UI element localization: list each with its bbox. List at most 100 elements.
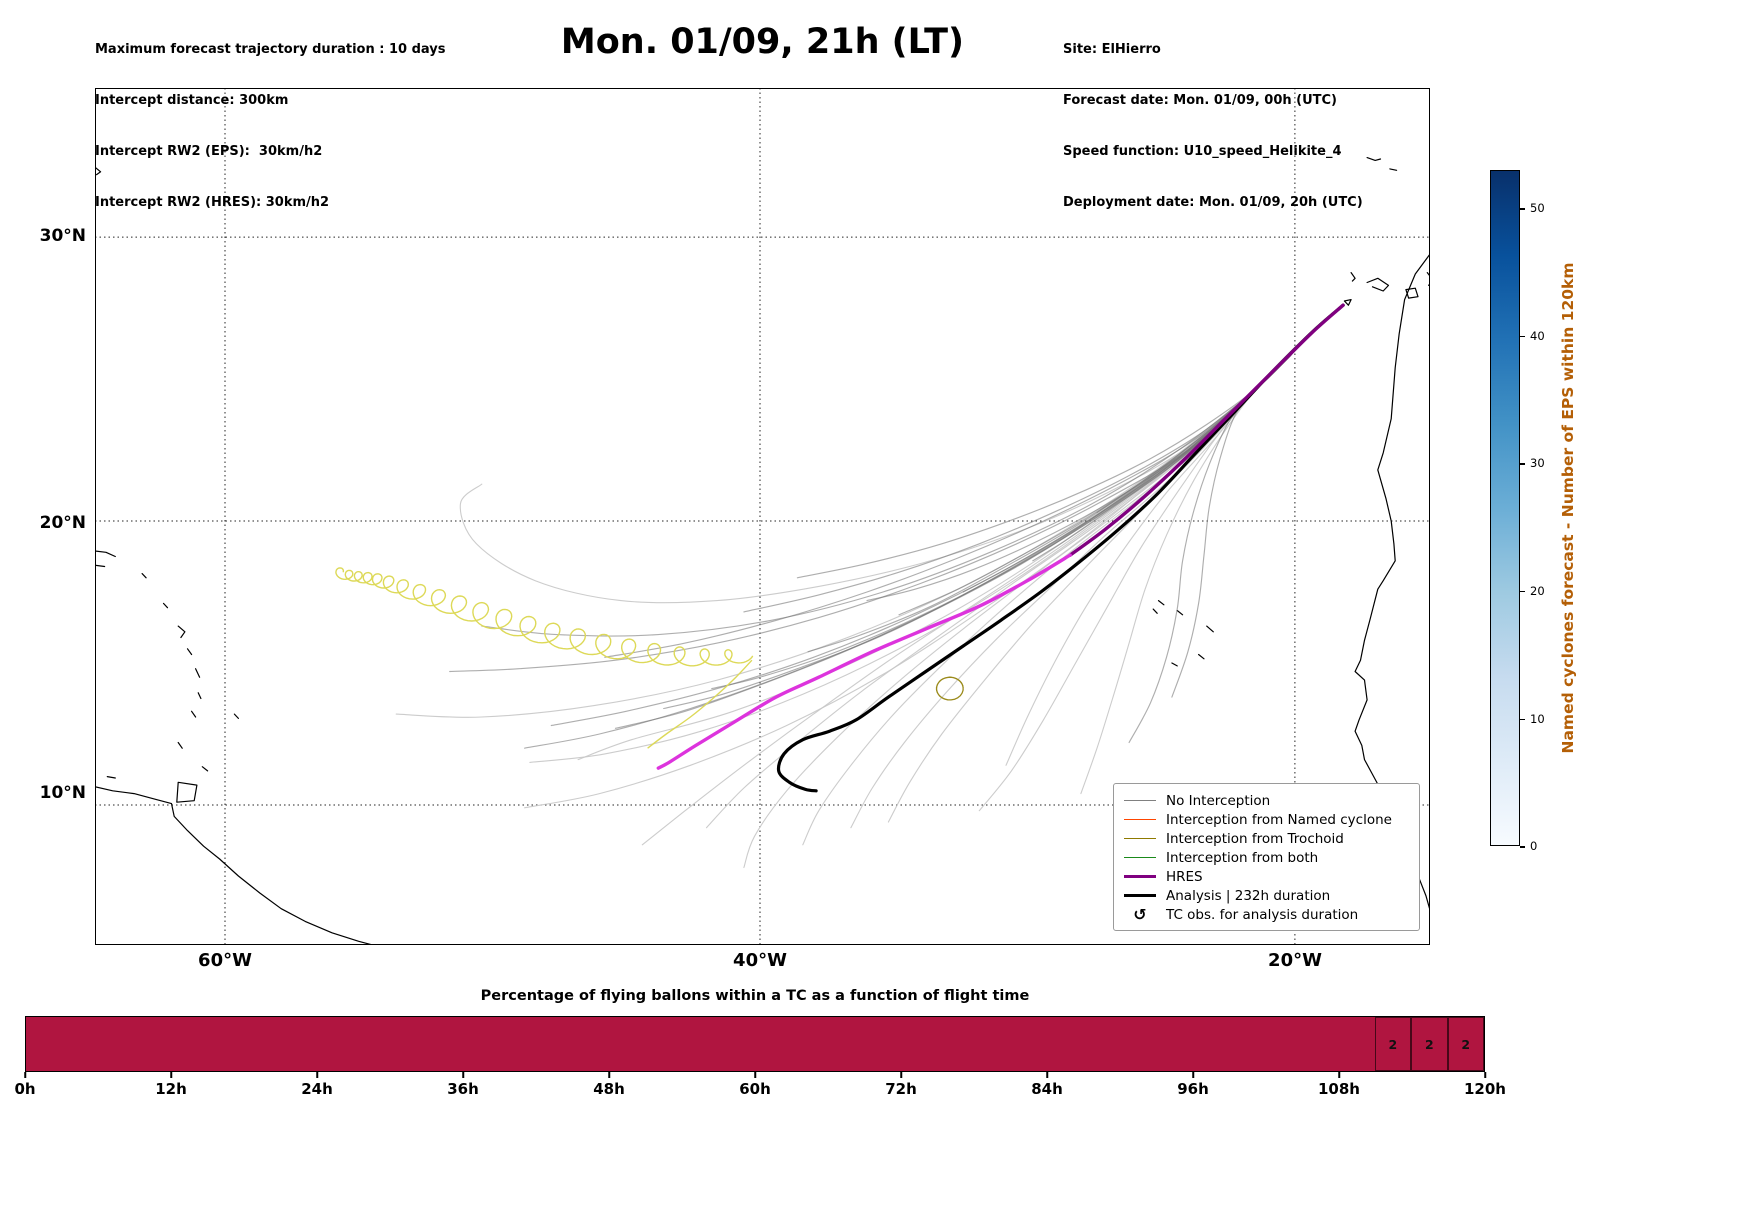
flight-time-tick-mark xyxy=(608,1072,610,1078)
coastline xyxy=(1171,662,1178,667)
strip-annotation-cell: 2 xyxy=(1447,1017,1484,1071)
coastline xyxy=(1405,287,1419,299)
coastline xyxy=(106,776,116,779)
coastline xyxy=(176,781,198,803)
coastline xyxy=(1366,277,1390,292)
flight-time-tick-label: 60h xyxy=(739,1080,771,1098)
legend-line-sample xyxy=(1124,856,1156,859)
flight-time-tick-label: 24h xyxy=(301,1080,333,1098)
flight-time-tick-label: 0h xyxy=(14,1080,36,1098)
coastline xyxy=(162,602,169,609)
eps-trajectory xyxy=(1171,304,1344,698)
coastline xyxy=(95,166,102,176)
eps-trajectory xyxy=(1128,304,1344,744)
analysis-trajectory xyxy=(776,303,1345,793)
coastline xyxy=(1176,609,1184,616)
eps-trajectory xyxy=(743,304,1344,613)
legend-row-tc-obs: ↺ TC obs. for analysis duration xyxy=(1124,905,1409,924)
flight-time-tick-mark xyxy=(754,1072,756,1078)
tc-obs-trochoid xyxy=(335,567,754,667)
colorbar-tick-label: 30 xyxy=(1530,456,1545,471)
coastline xyxy=(95,786,375,945)
meta-line: Speed function: U10_speed_Helikite_4 xyxy=(1063,144,1342,159)
legend-line-sample xyxy=(1124,799,1156,802)
coastline xyxy=(141,573,147,579)
flight-time-tick-label: 96h xyxy=(1177,1080,1209,1098)
legend-label: Interception from Named cyclone xyxy=(1166,811,1392,828)
flight-time-tick-mark xyxy=(1484,1072,1486,1078)
legend-line-sample xyxy=(1124,893,1156,898)
legend-label: Interception from both xyxy=(1166,849,1319,866)
colorbar-tick-label: 20 xyxy=(1530,583,1545,598)
legend-row-hres: HRES xyxy=(1124,867,1409,886)
coastline xyxy=(191,710,197,718)
legend-row-named-cyclone: Interception from Named cyclone xyxy=(1124,810,1409,829)
colorbar-tick-label: 0 xyxy=(1530,839,1538,853)
eps-trajectory xyxy=(978,304,1344,812)
coastline xyxy=(1152,608,1158,614)
flight-time-tick-mark xyxy=(900,1072,902,1078)
coastline xyxy=(1157,600,1165,606)
eps-trajectories xyxy=(449,304,1344,749)
map-plot xyxy=(95,88,1430,945)
legend-line-sample xyxy=(1124,818,1156,821)
flight-time-tick-label: 120h xyxy=(1464,1080,1506,1098)
eps-trajectory xyxy=(898,304,1344,616)
flight-time-tick-mark xyxy=(1046,1072,1048,1078)
colorbar-tick-mark xyxy=(1520,718,1525,720)
eps-trajectory xyxy=(449,304,1344,673)
eps-trajectory xyxy=(705,304,1344,829)
coastline xyxy=(233,713,239,719)
coastline xyxy=(201,766,209,772)
trajectory-map: No Interception Interception from Named … xyxy=(95,88,1430,945)
flight-time-tick-label: 12h xyxy=(155,1080,187,1098)
coastline xyxy=(177,741,183,749)
legend-line-sample xyxy=(1124,874,1156,879)
coastline xyxy=(95,564,106,568)
flight-time-tick-mark xyxy=(316,1072,318,1078)
colorbar-tick-mark xyxy=(1520,208,1525,210)
lat-tick-30n: 30°N xyxy=(39,226,86,246)
legend-label: No Interception xyxy=(1166,792,1271,809)
coastline xyxy=(177,625,186,639)
coastline xyxy=(1366,157,1382,161)
legend-row-analysis: Analysis | 232h duration xyxy=(1124,886,1409,905)
legend-row-both: Interception from both xyxy=(1124,848,1409,867)
coastline xyxy=(186,648,193,656)
eps-trajectory xyxy=(663,304,1344,710)
strip-chart-title: Percentage of flying ballons within a TC… xyxy=(480,988,1030,1004)
legend-label: Interception from Trochoid xyxy=(1166,830,1344,847)
flight-time-tick-label: 108h xyxy=(1318,1080,1360,1098)
coastline xyxy=(195,668,201,678)
coastline xyxy=(95,550,116,558)
colorbar-gradient xyxy=(1490,170,1520,846)
eps-trajectory xyxy=(529,304,1344,763)
meta-line: Site: ElHierro xyxy=(1063,42,1161,57)
meta-line: Deployment date: Mon. 01/09, 20h (UTC) xyxy=(1063,195,1363,210)
colorbar: 0 10 20 30 40 50 xyxy=(1490,170,1600,853)
eps-trajectory xyxy=(866,304,1344,602)
eps-trajectory xyxy=(711,304,1344,690)
coastline xyxy=(1389,168,1398,171)
colorbar-tick-mark xyxy=(1520,335,1525,338)
flight-time-axis: 0h 12h 24h 36h 48h 60h 72h 84h 96h 108h 120h xyxy=(14,1072,1506,1106)
param-line: Intercept RW2 (HRES): 30km/h2 xyxy=(95,195,330,210)
eps-trajectory xyxy=(577,304,1344,761)
param-line: Intercept distance: 300km xyxy=(95,93,289,108)
page-title: Mon. 01/09, 21h (LT) xyxy=(560,22,965,62)
param-line: Maximum forecast trajectory duration : 1… xyxy=(95,42,446,57)
lon-tick-20w: 20°W xyxy=(1268,950,1322,971)
hres-trajectory-extension xyxy=(656,553,1072,770)
eps-trajectory xyxy=(807,304,1344,653)
colorbar-tick-label: 40 xyxy=(1530,328,1545,343)
colorbar-label: Named cyclones forecast - Number of EPS … xyxy=(1559,262,1577,754)
legend-row-trochoid: Interception from Trochoid xyxy=(1124,829,1409,848)
eps-trajectory xyxy=(802,304,1344,846)
flight-time-tick-label: 36h xyxy=(447,1080,479,1098)
legend-line-sample xyxy=(1124,837,1156,840)
map-border xyxy=(95,88,1430,945)
lon-tick-60w: 60°W xyxy=(198,950,252,971)
run-metadata: Site: ElHierro Forecast date: Mon. 01/09… xyxy=(1063,7,1363,245)
legend-label: TC obs. for analysis duration xyxy=(1166,906,1359,923)
coastline xyxy=(1343,299,1352,306)
